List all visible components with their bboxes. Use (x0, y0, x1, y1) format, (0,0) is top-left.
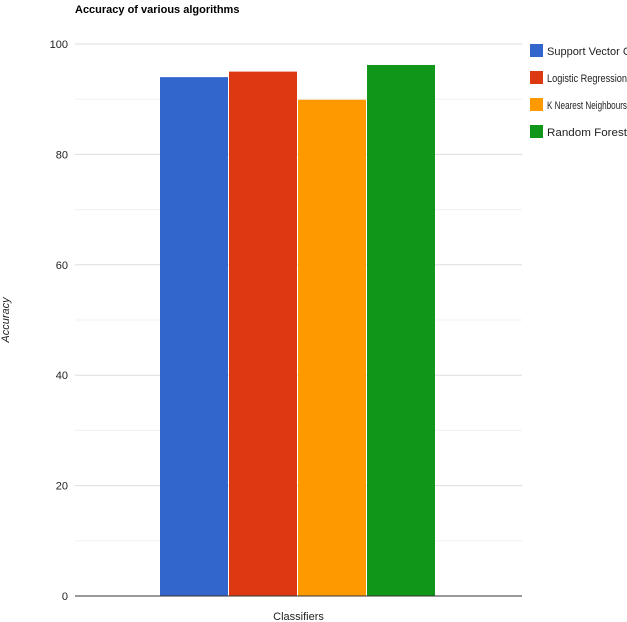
bar-2 (298, 99, 366, 596)
y-axis-label: Accuracy (0, 296, 12, 344)
legend-swatch (530, 71, 543, 84)
y-tick-label: 0 (62, 591, 68, 603)
bar-1 (229, 71, 297, 597)
y-tick-label: 20 (56, 481, 68, 493)
x-axis-label: Classifiers (273, 611, 324, 622)
legend-label: Logistic Regression (547, 73, 627, 85)
bars (160, 64, 435, 597)
chart-title: Accuracy of various algorithms (75, 4, 239, 16)
legend-label: K Nearest Neighbours (547, 100, 627, 112)
y-tick-label: 60 (56, 260, 68, 272)
legend-swatch (530, 44, 543, 57)
legend: Support Vector Classifier Logistic Regres… (530, 44, 627, 139)
legend-label: Random Forest (547, 127, 627, 139)
legend-swatch (530, 125, 543, 138)
y-axis-ticks: 0 20 40 60 80 100 (50, 39, 68, 603)
legend-swatch (530, 98, 543, 111)
y-tick-label: 40 (56, 370, 68, 382)
legend-label: Support Vector Classifier (547, 46, 627, 58)
y-tick-label: 80 (56, 149, 68, 161)
y-tick-label: 100 (50, 39, 68, 51)
bar-0 (160, 77, 228, 597)
bar-3 (367, 64, 435, 596)
